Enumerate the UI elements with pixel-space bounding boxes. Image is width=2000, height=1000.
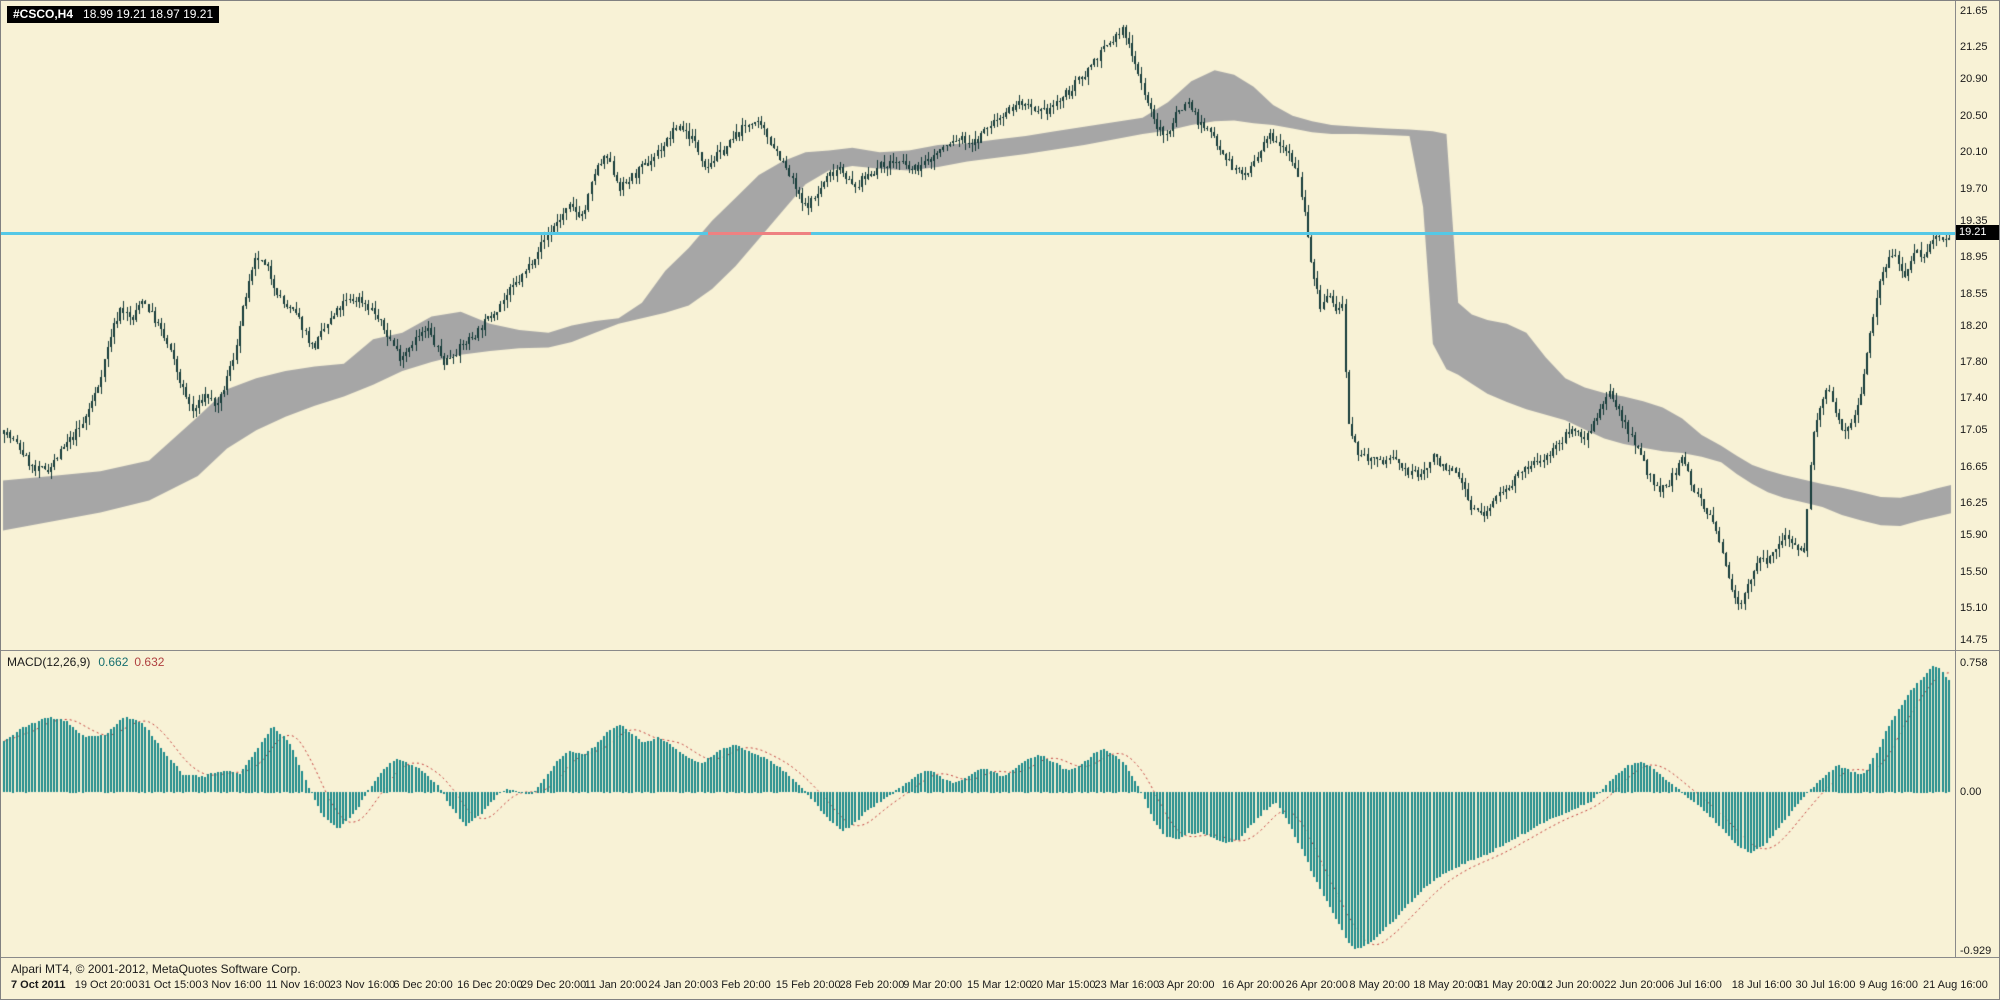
time-axis-label: 26 Apr 20:00	[1285, 979, 1349, 991]
time-axis-label: 15 Feb 20:00	[775, 979, 841, 991]
price-axis-label: 15.90	[1960, 529, 1988, 542]
price-axis-label: 21.25	[1960, 41, 1988, 54]
time-axis-label: 16 Apr 20:00	[1221, 979, 1285, 991]
macd-axis-label: 0.758	[1960, 657, 1988, 669]
macd-axis[interactable]: 0.758 0.00 -0.929	[1, 1, 1991, 957]
price-axis-label: 19.70	[1960, 182, 1988, 195]
time-axis-label: 24 Jan 20:00	[648, 979, 712, 991]
price-axis-label: 15.10	[1960, 602, 1988, 615]
macd-axis-label: -0.929	[1960, 945, 1992, 957]
time-axis-label: 11 Nov 16:00	[265, 979, 331, 991]
time-axis-label: 3 Nov 16:00	[202, 979, 262, 991]
macd-signal-value: 0.632	[134, 655, 165, 669]
price-axis-label: 21.65	[1960, 5, 1988, 17]
price-axis-label: 17.80	[1960, 355, 1988, 368]
price-axis-label: 18.95	[1960, 251, 1988, 264]
time-axis-label: 8 May 20:00	[1349, 979, 1410, 991]
time-axis-label: 7 Oct 2011	[11, 979, 66, 991]
price-axis-label: 16.65	[1960, 460, 1988, 473]
macd-main-value: 0.662	[98, 655, 129, 669]
time-axis-label: 18 Jul 16:00	[1731, 979, 1792, 991]
macd-axis-label: 0.00	[1960, 786, 1982, 799]
time-axis-label: 9 Mar 20:00	[903, 979, 962, 991]
time-axis-label: 22 Jun 20:00	[1604, 979, 1668, 991]
price-axis-label: 20.10	[1960, 146, 1988, 159]
price-axis-label: 14.75	[1960, 634, 1988, 646]
ohlc-values: 18.99 19.21 18.97 19.21	[83, 7, 214, 21]
price-axis-label: 16.25	[1960, 497, 1988, 510]
time-axis-label: 20 Mar 15:00	[1030, 979, 1096, 991]
pane-separator[interactable]	[1, 650, 1999, 651]
price-axis-label: 20.50	[1960, 109, 1988, 122]
current-price-badge: 19.21	[1956, 225, 1999, 240]
price-axis-label: 20.90	[1960, 73, 1988, 86]
time-axis-label: 19 Oct 20:00	[74, 979, 138, 991]
price-axis-label: 15.50	[1960, 565, 1988, 578]
price-axis[interactable]: 21.65 21.25 20.90 20.50 20.10 19.70 19.35 18.95…	[1, 1, 1988, 957]
price-axis-label: 17.05	[1960, 424, 1988, 437]
time-axis-border	[1, 957, 1999, 958]
current-price-line[interactable]	[1, 232, 1955, 235]
time-axis-label: 23 Mar 16:00	[1094, 979, 1160, 991]
time-axis-label: 6 Dec 20:00	[393, 979, 453, 991]
time-axis-label: 3 Feb 20:00	[712, 979, 771, 991]
price-axis-label: 17.40	[1960, 392, 1988, 405]
time-axis-label: 29 Dec 20:00	[520, 979, 587, 991]
time-axis-label: 11 Jan 20:00	[584, 979, 648, 991]
time-axis-label: 9 Aug 16:00	[1859, 979, 1918, 991]
price-axis-label: 19.35	[1960, 214, 1988, 227]
time-axis-label: 21 Aug 16:00	[1922, 979, 1988, 991]
copyright-text: Alpari MT4, © 2001-2012, MetaQuotes Soft…	[11, 962, 301, 976]
time-axis-label: 6 Jul 16:00	[1668, 979, 1722, 991]
symbol-ohlc-label: #CSCO,H4 18.99 19.21 18.97 19.21	[7, 6, 220, 23]
price-axis-label: 18.55	[1960, 287, 1988, 300]
time-axis-label: 16 Dec 20:00	[457, 979, 523, 991]
time-axis-label: 31 Oct 15:00	[138, 979, 202, 991]
time-axis-label: 18 May 20:00	[1413, 979, 1480, 991]
time-axis-label: 15 Mar 12:00	[966, 979, 1032, 991]
symbol-name: #CSCO,H4	[13, 7, 74, 21]
time-axis-label: 23 Nov 16:00	[329, 979, 396, 991]
macd-name: MACD(12,26,9)	[7, 655, 91, 669]
price-chart-canvas[interactable]	[1, 1, 1955, 651]
macd-indicator-label: MACD(12,26,9) 0.662 0.632	[7, 655, 164, 669]
time-axis-label: 31 May 20:00	[1476, 979, 1544, 991]
time-axis-label: 3 Apr 20:00	[1158, 979, 1215, 991]
current-price-value: 19.21	[1959, 226, 1987, 238]
copyright-label: Alpari MT4, © 2001-2012, MetaQuotes Soft…	[11, 962, 301, 976]
time-axis-label: 12 Jun 20:00	[1540, 979, 1605, 991]
price-axis-border	[1955, 1, 1956, 957]
time-axis-label: 28 Feb 20:00	[839, 979, 905, 991]
macd-indicator-canvas[interactable]	[1, 651, 1955, 957]
horizontal-line-segment[interactable]	[708, 232, 811, 235]
time-axis-label: 30 Jul 16:00	[1795, 979, 1856, 991]
price-axis-label: 18.20	[1960, 319, 1988, 332]
